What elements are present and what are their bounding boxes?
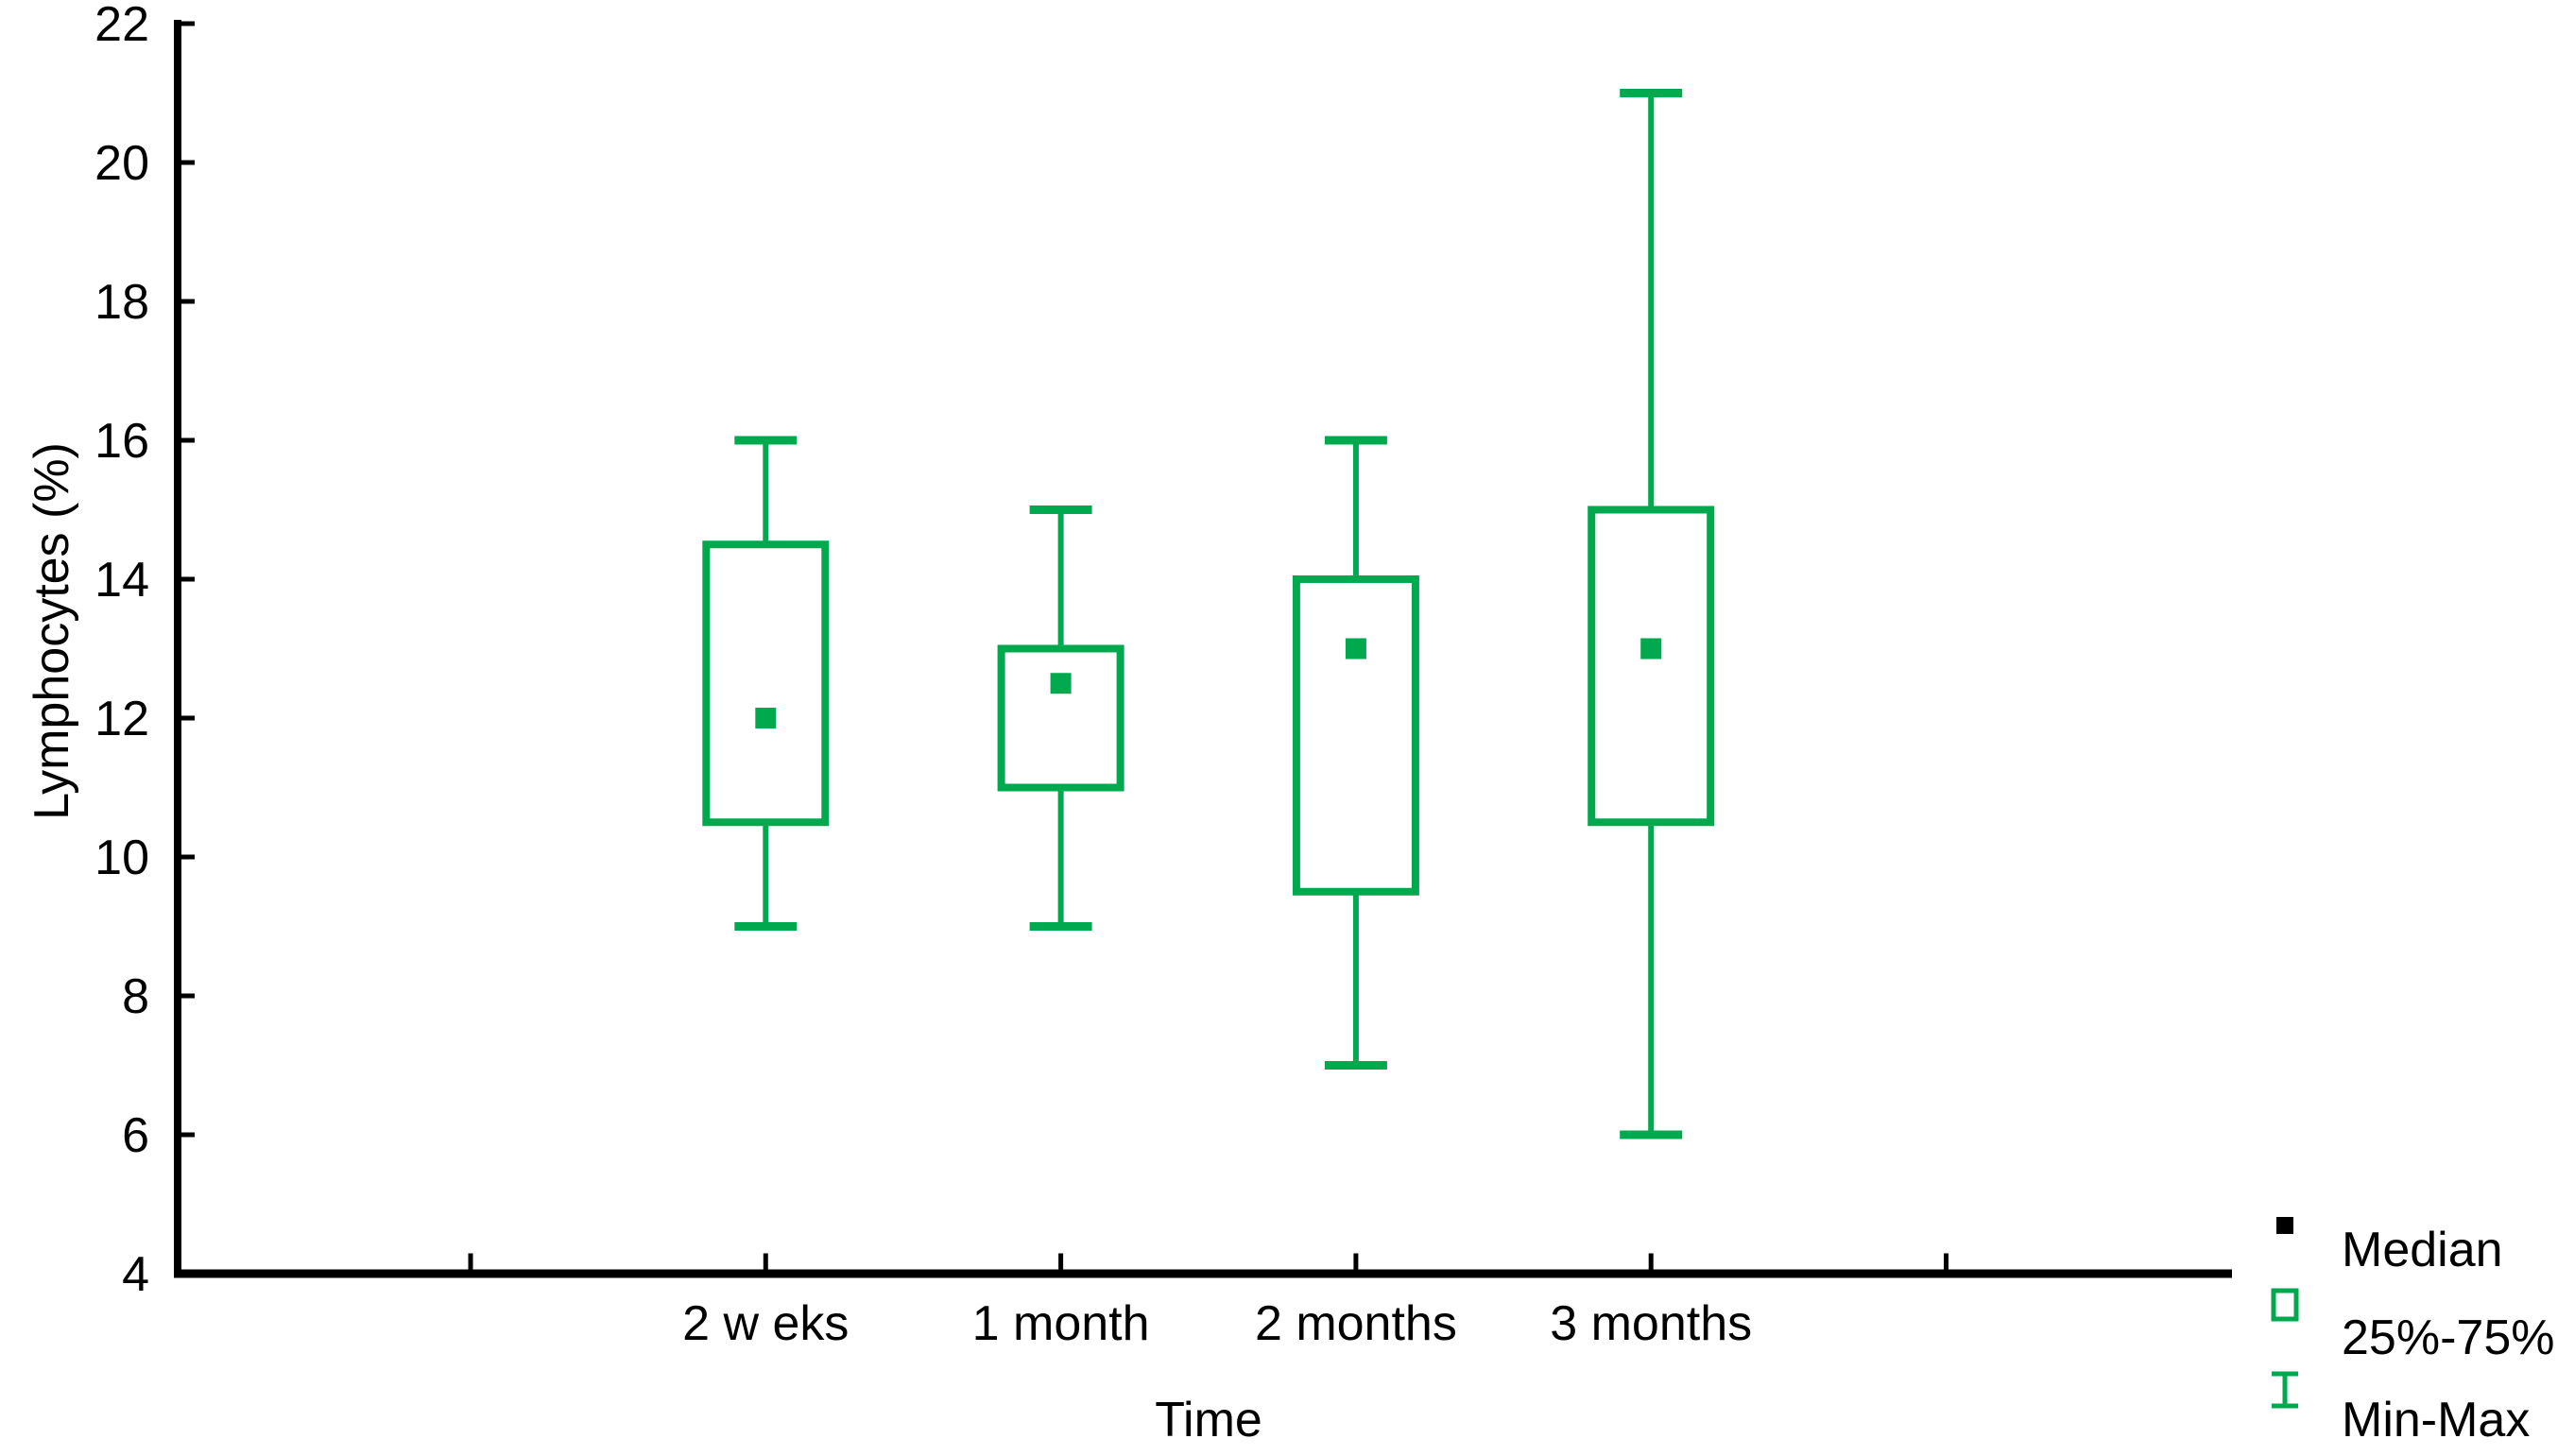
x-tick-label: 3 months [1550,1296,1752,1351]
iqr-box [1588,505,1715,827]
legend-median-filled-square-icon [2276,1217,2293,1234]
y-tick-label: 6 [122,1108,149,1163]
legend-label: Median [2342,1223,2503,1277]
y-tick-label: 10 [94,831,149,885]
y-tick-label: 22 [94,0,149,52]
y-tick-label: 4 [122,1247,149,1302]
legend-iqr-open-box-icon [2271,1288,2299,1322]
x-tick-label: 2 months [1255,1296,1457,1351]
x-tick-label: 1 month [972,1296,1150,1351]
legend-label: Min-Max [2342,1393,2530,1447]
y-tick-label: 8 [122,969,149,1024]
legend-label: 25%-75% [2342,1310,2554,1365]
y-tick-label: 16 [94,414,149,469]
iqr-box [702,540,830,827]
median-marker [1345,638,1366,659]
iqr-box [1292,575,1419,896]
median-marker [755,708,777,728]
x-axis-title: Time [1155,1393,1262,1447]
median-marker [1050,673,1072,694]
y-tick-label: 18 [94,275,149,330]
x-tick-label: 2 w eks [682,1296,849,1351]
y-axis-title: Lymphocytes (%) [25,442,79,820]
iqr-box [997,644,1124,792]
y-tick-label: 20 [94,136,149,191]
y-tick-label: 14 [94,553,149,608]
y-tick-label: 12 [94,692,149,746]
median-marker [1640,638,1662,659]
